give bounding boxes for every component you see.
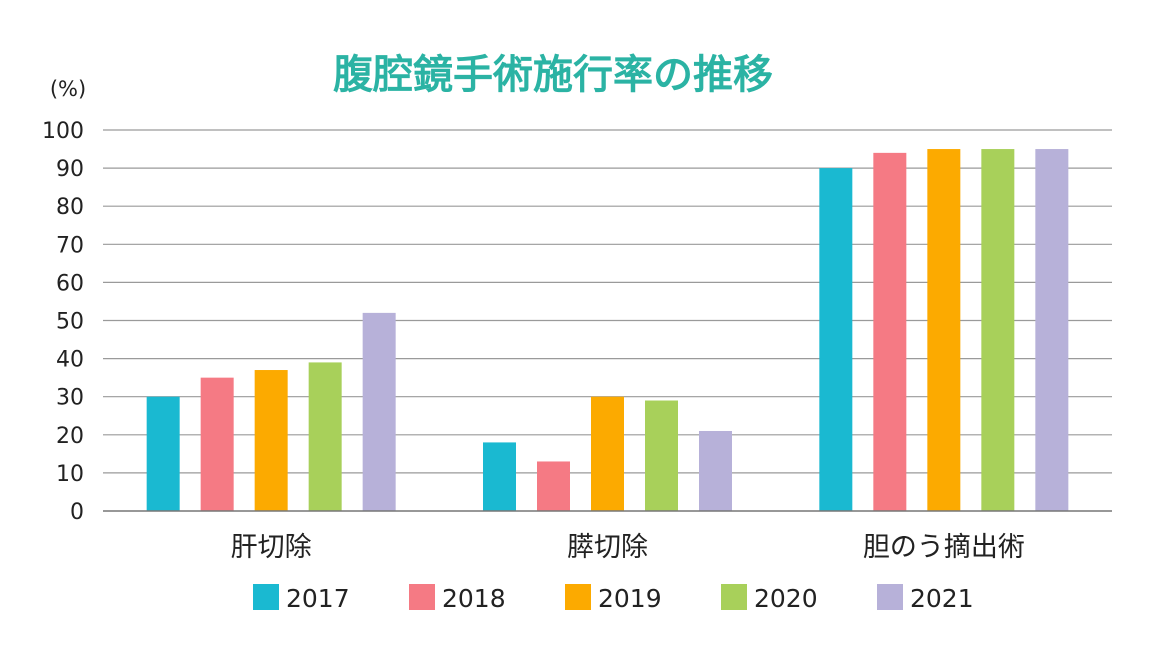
legend-label: 2018 <box>442 584 506 613</box>
bar-2021-2 <box>1035 149 1069 512</box>
y-tick-label: 30 <box>56 386 84 411</box>
x-category-label: 膵切除 <box>567 532 648 563</box>
y-tick-label: 0 <box>70 500 84 525</box>
bar-2020-2 <box>981 149 1015 512</box>
legend-label: 2017 <box>286 584 350 613</box>
legend-label: 2019 <box>598 584 662 613</box>
bar-2021-0 <box>362 312 396 511</box>
bar-2020-1 <box>645 400 678 511</box>
y-tick-label: 70 <box>56 233 84 258</box>
bar-2018-1 <box>537 461 570 511</box>
bars <box>146 149 1069 512</box>
y-tick-label: 50 <box>56 310 84 335</box>
x-axis-categories: 肝切除 膵切除 胆のう摘出術 <box>231 532 1025 563</box>
y-tick-label: 20 <box>56 424 84 449</box>
bar-2018-2 <box>873 152 907 512</box>
x-category-label: 胆のう摘出術 <box>863 532 1025 563</box>
bar-2017-0 <box>146 396 180 511</box>
y-tick-label: 40 <box>56 348 84 373</box>
y-tick-label: 80 <box>56 195 84 220</box>
y-tick-label: 10 <box>56 462 84 487</box>
bar-2017-2 <box>819 168 853 511</box>
chart-title: 腹腔鏡手術施行率の推移 <box>333 52 773 98</box>
legend-swatch-2017 <box>253 584 279 610</box>
legend-swatch-2020 <box>721 584 747 610</box>
x-category-label: 肝切除 <box>231 532 312 563</box>
bar-2021-1 <box>699 430 732 511</box>
bar-2018-0 <box>200 377 234 511</box>
y-axis-unit: (%) <box>50 77 86 101</box>
bar-2019-1 <box>591 396 624 511</box>
legend-swatch-2021 <box>877 584 903 610</box>
legend-swatch-2018 <box>409 584 435 610</box>
y-tick-label: 60 <box>56 271 84 296</box>
bar-2017-1 <box>483 442 516 511</box>
bar-2019-2 <box>927 149 961 512</box>
legend: 2017 2018 2019 2020 2021 <box>253 584 974 613</box>
bar-2019-0 <box>254 370 288 511</box>
y-axis-ticks: 0 10 20 30 40 50 60 70 80 90 100 <box>42 119 84 525</box>
y-tick-label: 90 <box>56 157 84 182</box>
legend-label: 2021 <box>910 584 974 613</box>
y-tick-label: 100 <box>42 119 84 144</box>
legend-swatch-2019 <box>565 584 591 610</box>
legend-label: 2020 <box>754 584 818 613</box>
bar-2020-0 <box>308 362 342 511</box>
